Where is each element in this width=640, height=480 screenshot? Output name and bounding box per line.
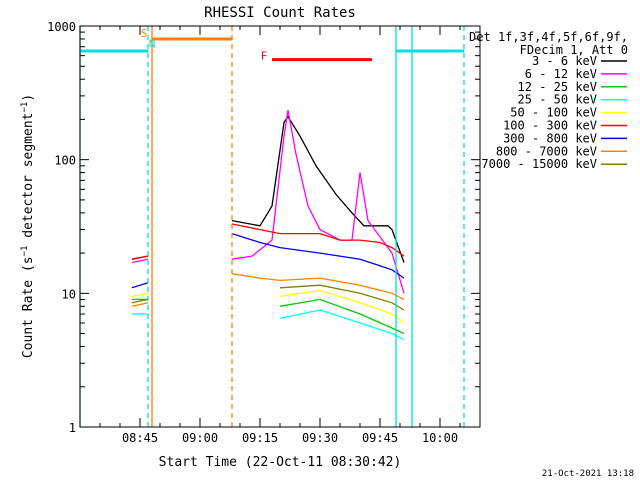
y-axis-label: Count Rate (s−1 detector segment−1) (20, 94, 36, 358)
flag-annotation: F (261, 50, 268, 63)
series-line-300-800-kev (131, 282, 149, 289)
y-tick-label: 1000 (47, 20, 76, 34)
x-tick-label: 09:45 (362, 431, 398, 445)
x-tick-label: 10:00 (422, 431, 458, 445)
flag-annotation: N (149, 38, 156, 51)
series-line-7000-15000-kev (131, 298, 149, 304)
legend-entry-label: 50 - 100 keV (510, 106, 597, 120)
x-axis-label: Start Time (22-Oct-11 08:30:42) (159, 455, 402, 470)
legend-entry-label: 7000 - 15000 keV (481, 157, 597, 171)
timestamp: 21-Oct-2021 13:18 (542, 469, 634, 479)
series-line-50-100-kev (131, 292, 149, 297)
series-line-800-7000-kev (131, 302, 149, 307)
series-line-800-7000-kev (231, 273, 405, 300)
series-line-6-12-kev (131, 258, 149, 264)
y-tick-label: 1 (69, 421, 76, 435)
x-tick-label: 09:00 (182, 431, 218, 445)
plot-frame (79, 25, 481, 428)
legend-header-line-1: Det 1f,3f,4f,5f,6f,9f, (469, 30, 628, 44)
series-line-6-12-kev (231, 109, 405, 294)
axis-layer: 08:45 09:00 09:15 09:30 09:45 10:00 1 10 100 1000 (47, 20, 481, 445)
series-line-3-6-kev (231, 115, 405, 263)
series-line-100-300-kev (231, 223, 405, 257)
series-line-100-300-kev (131, 255, 149, 260)
y-tick-label: 10 (62, 287, 76, 301)
x-tick-label: 09:15 (242, 431, 278, 445)
legend-entry-label: 25 - 50 keV (518, 93, 597, 107)
x-tick-label: 08:45 (122, 431, 158, 445)
flag-annotation: S (141, 27, 148, 40)
series-layer (131, 109, 405, 341)
series-line-300-800-kev (231, 232, 405, 279)
legend-entry-label: 300 - 800 keV (503, 131, 597, 145)
legend-header-line-2: FDecim 1, Att 0 (520, 43, 628, 57)
legend-entry-label: 800 - 7000 keV (496, 144, 597, 158)
x-tick-label: 09:30 (302, 431, 338, 445)
legend-entry-label: 100 - 300 keV (503, 119, 597, 133)
flags-layer: SN F (79, 26, 465, 427)
y-tick-label: 100 (54, 154, 76, 168)
legend-entry-label: 12 - 25 keV (518, 80, 597, 94)
legend-entry-label: 6 - 12 keV (525, 67, 597, 81)
chart-title: RHESSI Count Rates (204, 5, 356, 21)
legend-entry-label: 3 - 6 keV (532, 54, 597, 68)
